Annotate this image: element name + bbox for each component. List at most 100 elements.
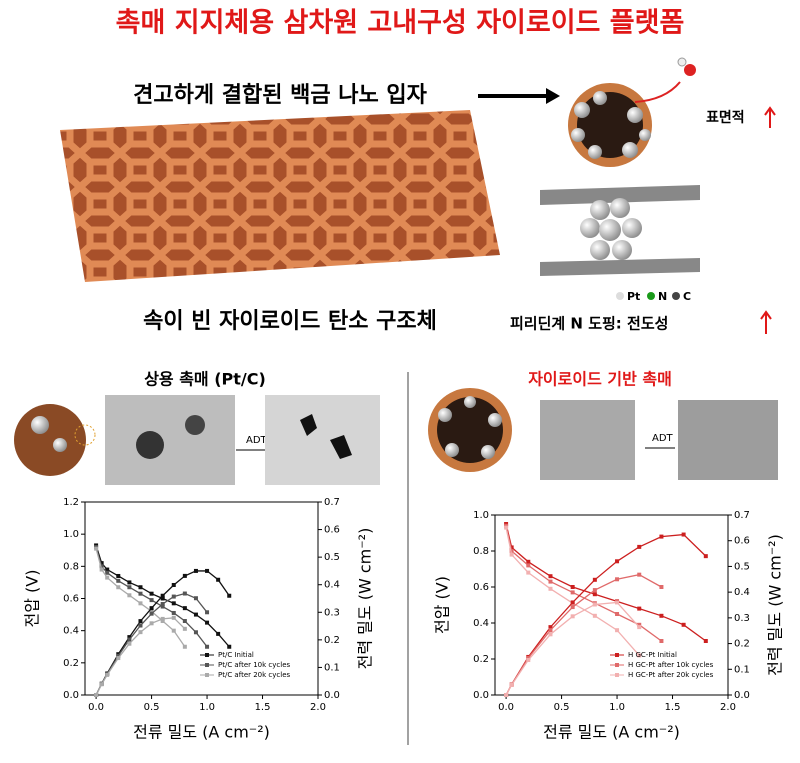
data-point [160,616,165,621]
data-point [637,653,642,658]
data-point [637,572,642,577]
series-line [95,617,186,696]
y2-tick-label: 0.4 [324,580,340,591]
x-tick-label: 1.0 [199,702,215,713]
data-point [681,532,686,537]
data-point [160,593,165,598]
data-point [127,593,132,598]
c-dot [672,292,680,300]
plot-frame [494,514,729,696]
data-point [592,613,597,618]
data-point [526,658,531,663]
x-tick-label: 0.5 [554,702,570,713]
data-point [637,606,642,611]
data-point [171,615,176,620]
y2-tick-label: 0.0 [734,690,750,701]
y2-tick-label: 0.1 [734,664,750,675]
data-point [171,601,176,606]
structure-label: 속이 빈 자이로이드 탄소 구조체 [143,309,437,334]
pt-c-particle [14,404,86,476]
y-axis-label: 전압 (V) [433,576,452,634]
data-point [105,672,110,677]
data-point [526,559,531,564]
series-line [505,527,640,656]
data-point [138,601,143,606]
data-point [526,563,531,568]
up-arrow [764,106,776,128]
sphere-core [577,92,643,158]
data-point [615,559,620,564]
data-point [138,623,143,628]
x-tick-label: 2.0 [310,702,326,713]
data-point [205,610,210,615]
data-point [216,577,221,582]
y2-tick-label: 0.0 [324,690,340,701]
data-point [182,606,187,611]
data-point [509,552,514,557]
atom-label: N [658,290,667,303]
legend-marker [205,653,209,657]
up-arrow [760,310,772,334]
data-point [659,613,664,618]
data-point [615,577,620,582]
y-tick-label: 1.0 [63,529,79,540]
y2-tick-label: 0.2 [734,639,750,650]
data-point [94,546,99,551]
x-tick-label: 0.0 [498,702,514,713]
tem-image [265,395,380,485]
doping-label: 피리딘계 N 도핑: 전도성 [510,315,668,333]
data-point [526,570,531,575]
data-point [637,622,642,627]
adt-label: ADT [652,433,674,444]
data-point [509,682,514,687]
data-point [127,641,132,646]
y-tick-label: 0.0 [63,690,79,701]
data-point [138,591,143,596]
data-point [570,605,575,610]
pt-particles [438,396,502,459]
data-point [509,545,514,550]
data-point [570,600,575,605]
data-point [116,653,121,658]
data-point [138,630,143,635]
h-atom [677,57,687,67]
y2-tick-label: 0.2 [324,635,340,646]
data-point [127,585,132,590]
data-point [592,577,597,582]
y2-tick-label: 0.5 [734,561,750,572]
legend-marker [615,663,619,667]
data-point [149,598,154,603]
tem-image [678,400,778,480]
panel-title: 자이로이드 기반 촉매 [528,370,672,389]
data-point [160,604,165,609]
y2-tick-label: 0.1 [324,662,340,673]
n-dot [647,292,655,300]
y2-tick-label: 0.6 [324,525,340,536]
data-point [548,628,553,633]
pt [53,438,67,452]
y-tick-label: 0.8 [63,561,79,572]
pt-cluster [580,198,642,260]
legend-label: H GC-Pt Initial [628,651,677,659]
y-tick-label: 0.4 [63,626,79,637]
y-tick-label: 0.4 [473,618,489,629]
data-point [193,630,198,635]
series-line [95,570,230,696]
data-point [592,592,597,597]
y-tick-label: 0.0 [473,690,489,701]
arrow-head [546,88,560,104]
data-point [504,525,509,530]
y-tick-label: 0.2 [473,654,489,665]
data-point [615,628,620,633]
data-point [659,639,664,643]
tem-blob [300,414,352,459]
data-point [149,591,154,596]
data-point [149,606,154,611]
y2-axis-label: 전력 밀도 (W cm⁻²) [766,534,785,676]
data-point [160,602,165,607]
data-point [570,585,575,589]
data-point [205,568,210,573]
data-point [548,586,553,591]
legend-label: H GC-Pt after 10k cycles [628,661,714,669]
data-point [681,622,686,627]
